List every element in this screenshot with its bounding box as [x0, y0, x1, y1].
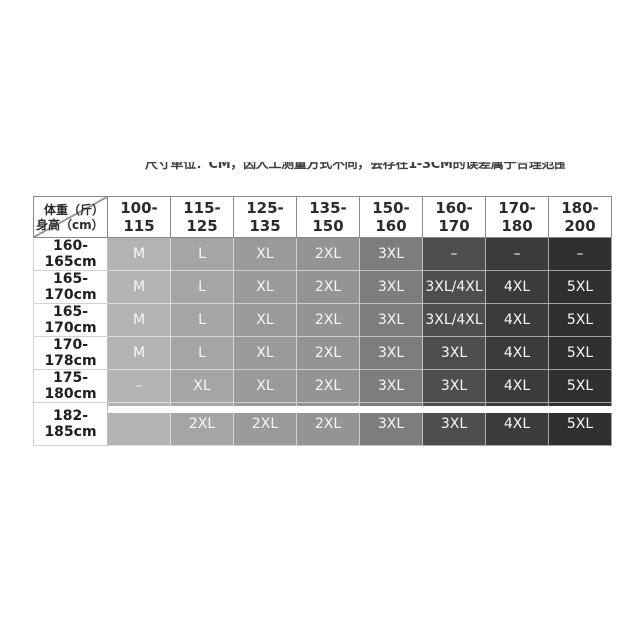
size-cell: 2XL — [297, 337, 360, 370]
size-cell: 2XL — [297, 304, 360, 337]
row-label: 165-170cm — [33, 304, 108, 337]
height-axis-label: 身高（cm） — [36, 218, 104, 232]
size-cell: M — [108, 238, 171, 271]
row-label: 182-185cm — [33, 403, 108, 446]
column-header: 150-160 — [360, 196, 423, 238]
size-cell: L — [171, 238, 234, 271]
column-header: 100-115 — [108, 196, 171, 238]
row-label: 170-178cm — [33, 337, 108, 370]
size-cell: 3XL/4XL — [423, 304, 486, 337]
size-cell: L — [171, 304, 234, 337]
size-cell: 3XL/4XL — [423, 271, 486, 304]
column-header: 135-150 — [297, 196, 360, 238]
size-cell: 3XL — [360, 304, 423, 337]
column-header: 170-180 — [486, 196, 549, 238]
size-cell: XL — [234, 304, 297, 337]
table-row: 165-170cm M L XL 2XL 3XL 3XL/4XL 4XL 5XL — [33, 304, 612, 337]
size-cell: 3XL — [423, 370, 486, 403]
size-cell: XL — [234, 370, 297, 403]
size-table: 体重（斤） 身高（cm） 100-115 115-125 125-135 135… — [33, 196, 612, 446]
size-chart: 体重（斤） 身高（cm） 100-115 115-125 125-135 135… — [33, 196, 612, 446]
column-header: 180-200 — [549, 196, 612, 238]
size-cell: 5XL — [549, 337, 612, 370]
size-cell: 2XL — [297, 238, 360, 271]
column-header: 160-170 — [423, 196, 486, 238]
size-cell: M — [108, 337, 171, 370]
table-row: 165-170cm M L XL 2XL 3XL 3XL/4XL 4XL 5XL — [33, 271, 612, 304]
size-cell: 5XL — [549, 271, 612, 304]
size-cell: 4XL — [486, 304, 549, 337]
size-cell: M — [108, 271, 171, 304]
row-label: 175-180cm — [33, 370, 108, 403]
size-cell: 3XL — [423, 337, 486, 370]
size-cell: XL — [234, 238, 297, 271]
column-header: 115-125 — [171, 196, 234, 238]
size-cell: – — [108, 370, 171, 403]
size-cell: 2XL — [297, 271, 360, 304]
row-label: 160-165cm — [33, 238, 108, 271]
size-cell: 3XL — [360, 238, 423, 271]
size-cell: XL — [234, 337, 297, 370]
size-cell: XL — [234, 271, 297, 304]
corner-cell: 体重（斤） 身高（cm） — [33, 196, 108, 238]
separator-stripe — [108, 406, 612, 413]
size-cell: M — [108, 304, 171, 337]
size-cell: 4XL — [486, 337, 549, 370]
size-cell: – — [486, 238, 549, 271]
size-cell: 5XL — [549, 304, 612, 337]
size-cell: L — [171, 271, 234, 304]
size-cell: XL — [171, 370, 234, 403]
size-cell: 3XL — [360, 337, 423, 370]
size-cell: 4XL — [486, 370, 549, 403]
size-cell: 2XL — [297, 370, 360, 403]
weight-axis-label: 体重（斤） — [43, 203, 104, 217]
size-cell: 3XL — [360, 370, 423, 403]
size-cell: L — [171, 337, 234, 370]
size-cell: 5XL — [549, 370, 612, 403]
size-cell: – — [423, 238, 486, 271]
size-cell: 3XL — [360, 271, 423, 304]
size-cell: – — [549, 238, 612, 271]
table-row: 160-165cm M L XL 2XL 3XL – – – — [33, 238, 612, 271]
header-row: 体重（斤） 身高（cm） 100-115 115-125 125-135 135… — [33, 196, 612, 238]
table-row: 175-180cm – XL XL 2XL 3XL 3XL 4XL 5XL — [33, 370, 612, 403]
size-note: 尺寸单位：CM，因人工测量方式不同，会存在1-3CM的误差属于合理范围 — [145, 162, 565, 176]
size-note-text: 尺寸单位：CM，因人工测量方式不同，会存在1-3CM的误差属于合理范围 — [145, 162, 565, 172]
column-header: 125-135 — [234, 196, 297, 238]
table-row: 170-178cm M L XL 2XL 3XL 3XL 4XL 5XL — [33, 337, 612, 370]
row-label: 165-170cm — [33, 271, 108, 304]
size-cell: 4XL — [486, 271, 549, 304]
